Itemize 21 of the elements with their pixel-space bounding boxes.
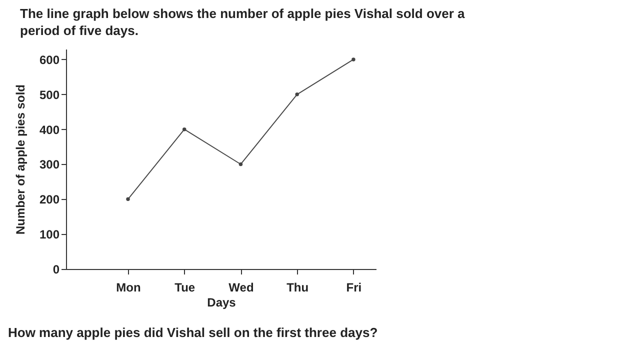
- y-tick-label: 400: [39, 122, 60, 137]
- point: [352, 58, 356, 62]
- x-tick-label: Fri: [346, 280, 362, 294]
- text: How many apple pies did Vishal sell on the first three days?: [8, 325, 378, 340]
- point: [182, 127, 186, 132]
- y-axis-title: Number of apple pies sold: [13, 84, 28, 235]
- point: [126, 197, 130, 202]
- y-tick-label: 100: [39, 228, 60, 242]
- chart-title: The line graph below shows the number of apple pies Vishal sold over a period of five days.: [20, 5, 466, 39]
- y-tick-label: 300: [39, 158, 60, 172]
- x-tick-label: Tue: [174, 280, 196, 294]
- y-tick-label: 500: [39, 88, 60, 102]
- x-tick-label: Mon: [116, 280, 141, 294]
- y-tick-label: 0: [52, 262, 60, 276]
- y-tick-label: 200: [39, 192, 60, 207]
- x-tick-label: Thu: [286, 280, 309, 294]
- y-tick-label: 600: [39, 52, 60, 67]
- point: [295, 92, 299, 96]
- point: [238, 162, 243, 166]
- x-axis-title: Days: [207, 296, 236, 310]
- x-tick-label: Wed: [228, 280, 254, 294]
